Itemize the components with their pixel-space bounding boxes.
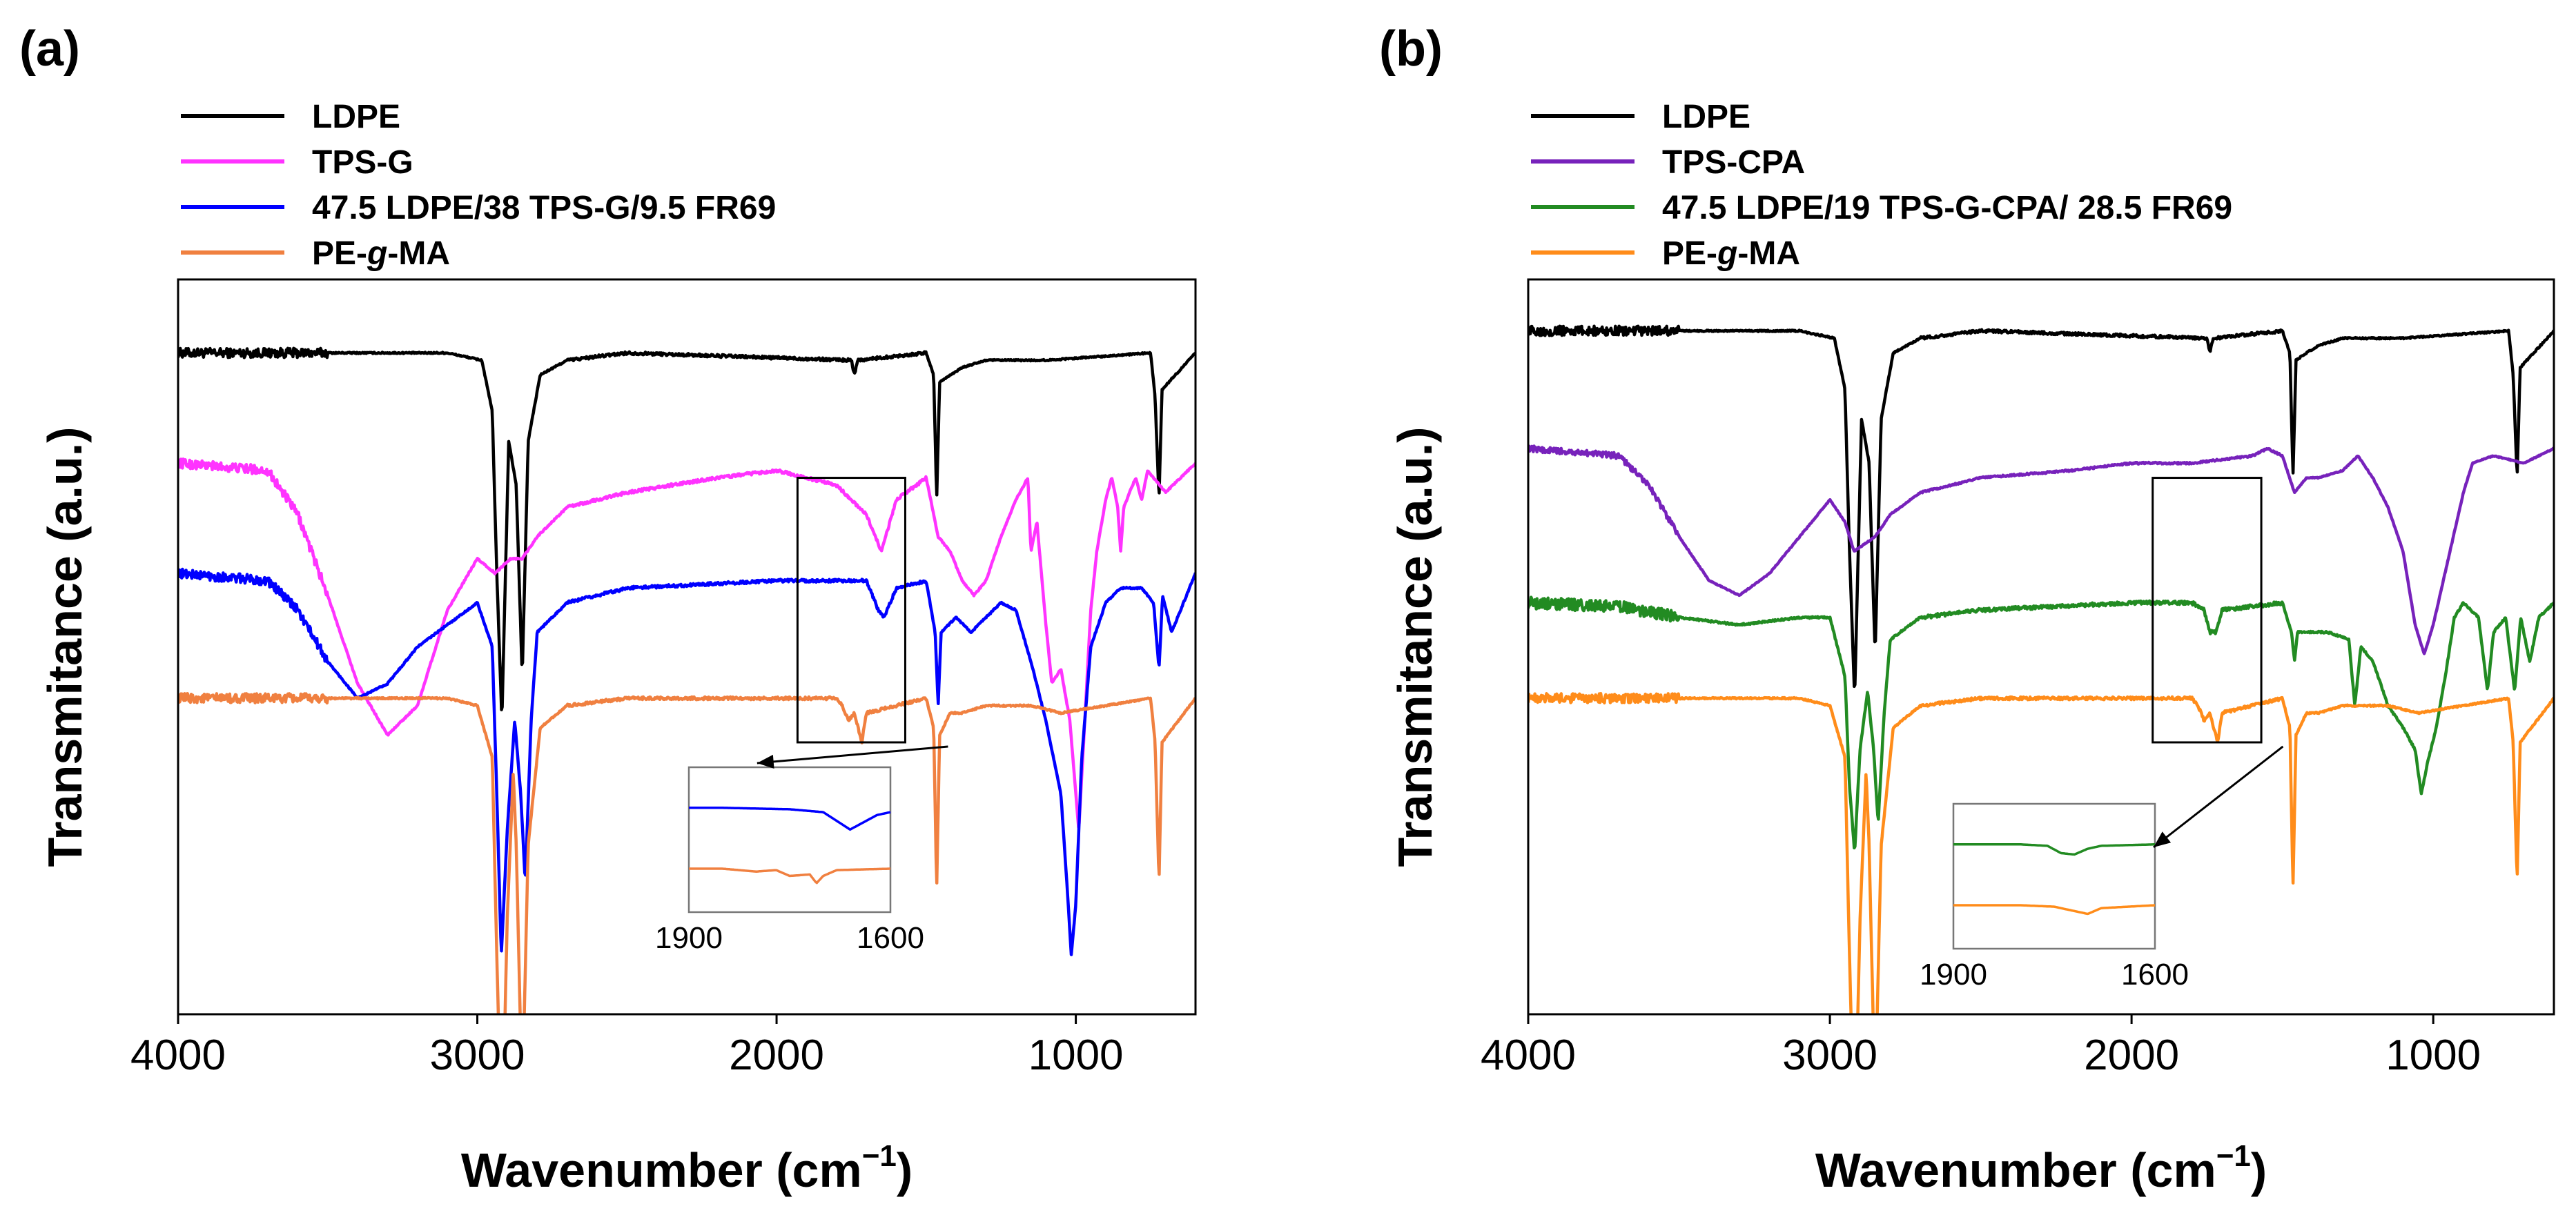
x-axis-title: Wavenumber (cm−1) [1815,1139,2267,1197]
x-tick-label: 3000 [430,1031,525,1079]
y-axis-title: Transmitance (a.u.) [1388,427,1442,867]
inset-tick-label: 1600 [857,921,924,955]
panel-label: (b) [1379,21,1443,77]
zoom-arrowhead [757,754,774,769]
legend-entry: 47.5 LDPE/38 TPS-G/9.5 FR69 [312,190,776,226]
panel-a: (a) LDPE TPS-G 47.5 LDPE/38 TPS-G/9.5 FR69 P… [19,21,1197,1197]
x-tick-label: 4000 [1481,1031,1576,1079]
spectrum-line [178,457,1196,829]
panel-label: (a) [19,21,80,77]
legend-entry: LDPE [1662,99,1750,135]
legend-entry: PE-g-MA [312,235,450,272]
zoom-arrow [757,745,948,764]
inset-spectrum-line [689,807,891,831]
spectrum-line [1528,444,2554,655]
x-tick-label: 4000 [130,1031,226,1079]
spectrum-line [1528,595,2554,850]
spectrum-line [178,567,1196,956]
x-axis-title: Wavenumber (cm−1) [461,1139,913,1197]
legend-entry: TPS-CPA [1662,144,1805,181]
legend-entry: 47.5 LDPE/19 TPS-G-CPA/ 28.5 FR69 [1662,190,2232,226]
legend-entry: LDPE [312,99,400,135]
zoom-arrow [2153,745,2284,849]
x-tick-label: 2000 [2084,1031,2179,1079]
plot-frame [1527,278,2555,1016]
x-tick-label: 2000 [729,1031,824,1079]
spectrum-line [1528,692,2554,1014]
spectrum-line [178,346,1196,711]
zoom-source-box [796,477,906,744]
inset-tick-label: 1900 [655,921,723,955]
inset-spectrum-line [1953,843,2155,856]
plot-frame [177,278,1197,1016]
spectrum-line [178,692,1196,1014]
zoom-arrowhead [2154,831,2172,847]
x-tick-label: 1000 [1028,1031,1124,1079]
legend-entry: PE-g-MA [1662,235,1800,272]
y-axis-title: Transmitance (a.u.) [38,427,92,867]
x-tick-label: 1000 [2385,1031,2481,1079]
panel-b: (b) LDPE TPS-CPA 47.5 LDPE/19 TPS-G-CPA/ 28… [1379,21,2555,1197]
x-tick-label: 3000 [1782,1031,1877,1079]
inset-tick-label: 1900 [1920,958,1987,991]
inset-frame [687,766,892,914]
inset-spectrum-line [689,867,890,885]
legend-entry: TPS-G [312,144,413,181]
zoom-source-box [2151,477,2263,744]
inset-tick-label: 1600 [2121,958,2189,991]
inset-spectrum-line [1953,904,2156,916]
spectrum-line [1528,324,2554,689]
inset-frame [1952,802,2156,950]
